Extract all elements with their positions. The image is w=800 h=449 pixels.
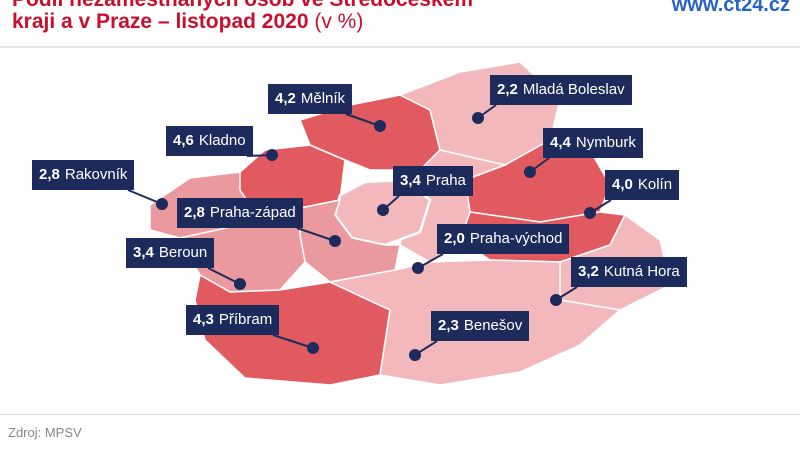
connector-pribram [272,334,314,349]
footer-divider [0,414,800,415]
district-name: Mladá Boleslav [522,81,625,98]
connector-praha-zapad [296,227,336,242]
district-label-melnik: 4,2 Mělník [268,84,353,114]
marker-kutna-hora [550,294,562,306]
brand-link[interactable]: www.ct24.cz [671,0,790,16]
district-value: 4,0 [612,176,633,193]
district-value: 2,8 [184,204,205,221]
district-value: 2,2 [497,81,518,98]
map-title-text: kraji a v Praze – listopad 2020 [12,10,309,33]
district-label-nymburk: 4,4 Nymburk [543,128,643,158]
marker-praha [377,204,389,216]
district-label-praha: 3,4 Praha [393,166,473,196]
marker-pribram [307,342,319,354]
marker-praha-vychod [412,262,424,274]
district-name: Kladno [198,132,246,149]
connector-melnik [345,113,381,127]
marker-benesov [409,349,421,361]
district-label-kutna-hora: 3,2 Kutná Hora [571,257,687,287]
district-label-mlada-boleslav: 2,2 Mladá Boleslav [490,75,632,105]
district-value: 3,4 [133,244,154,261]
district-label-beroun: 3,4 Beroun [126,238,215,268]
marker-kolin [584,207,596,219]
marker-praha-zapad [329,235,341,247]
district-name: Praha-východ [469,230,563,247]
map-title-line-1: Podíl nezaměstnaných osob ve Středočeské… [12,0,473,14]
marker-mlada-boleslav [472,112,484,124]
district-name: Rakovník [64,166,128,183]
district-label-pribram: 4,3 Příbram [186,305,280,335]
source-note: Zdroj: MPSV [8,425,82,440]
district-label-kladno: 4,6 Kladno [166,126,253,156]
marker-nymburk [524,166,536,178]
district-value: 4,6 [173,132,194,149]
district-name: Praha [425,172,466,189]
district-value: 3,4 [400,172,421,189]
district-name: Beroun [158,244,208,261]
district-label-rakovnik: 2,8 Rakovník [32,160,135,190]
district-label-praha-zapad: 2,8 Praha-západ [177,198,303,228]
header-divider [0,46,800,48]
district-value: 3,2 [578,263,599,280]
district-name: Praha-západ [209,204,296,221]
district-name: Příbram [218,311,273,328]
district-value: 4,3 [193,311,214,328]
district-label-kolin: 4,0 Kolín [605,170,680,200]
district-value: 2,0 [444,230,465,247]
district-name: Benešov [463,317,523,334]
district-value: 2,8 [39,166,60,183]
map-title-unit: (v %) [314,10,364,33]
district-value: 4,2 [275,90,296,107]
district-label-benesov: 2,3 Benešov [431,311,530,341]
marker-melnik [374,120,386,132]
district-name: Mělník [300,90,346,107]
district-name: Kolín [637,176,673,193]
district-name: Kutná Hora [603,263,680,280]
map-title-line-2: kraji a v Praze – listopad 2020 (v %) [12,10,363,34]
district-label-praha-vychod: 2,0 Praha-východ [437,224,570,254]
marker-rakovnik [156,198,168,210]
district-name: Nymburk [575,134,636,151]
district-value: 4,4 [550,134,571,151]
connector-rakovnik [127,189,163,205]
marker-beroun [234,278,246,290]
marker-kladno [266,149,278,161]
district-value: 2,3 [438,317,459,334]
